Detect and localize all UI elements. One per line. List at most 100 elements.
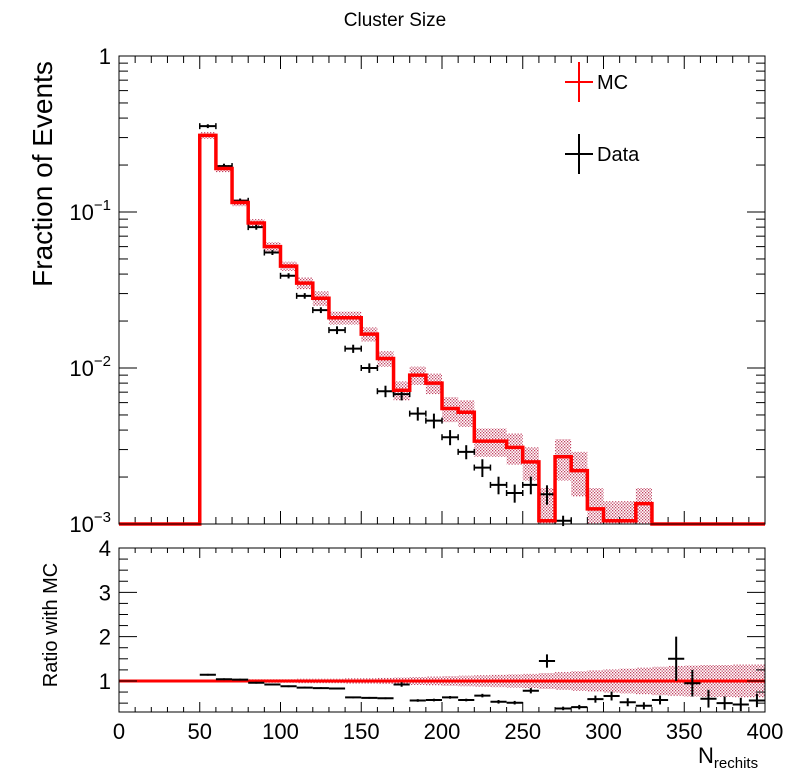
data-point (489, 476, 508, 495)
ratio-panel: 1 2 3 4 0 50 100 150 200 250 300 350 400 Ratio with… (40, 536, 783, 772)
ratio-point (296, 686, 313, 689)
data-point (295, 292, 314, 299)
ratio-point (215, 678, 233, 681)
y-tick-label-base: 1 (99, 44, 111, 69)
x-tick-label: 200 (424, 719, 461, 744)
ratio-point (538, 654, 556, 668)
y-tick-label: 1 (99, 44, 111, 69)
data-point (376, 385, 395, 398)
chart-title: Cluster Size (344, 10, 446, 31)
ratio-y-tick-label: 1 (99, 669, 111, 694)
ratio-point (506, 700, 523, 705)
ratio-point (635, 702, 652, 710)
ratio-frame (118, 547, 766, 713)
ratio-point (668, 636, 685, 681)
ratio-point (490, 700, 507, 704)
x-tick-label: 250 (504, 719, 541, 744)
x-tick-label: 350 (666, 719, 703, 744)
main-y-axis-label: Fraction of Events (27, 61, 58, 287)
x-axis-label: Nrechits (698, 743, 758, 772)
mc-band-bin (603, 501, 620, 524)
y-tick-label-exponent: −3 (94, 509, 111, 526)
ratio-point (409, 699, 426, 702)
ratio-point (425, 698, 442, 702)
legend: MC Data (565, 62, 640, 174)
x-axis-label-main: N (698, 743, 714, 768)
x-tick-label: 300 (585, 719, 622, 744)
ratio-point (587, 695, 604, 703)
ratio-point (651, 695, 669, 705)
ratio-point (716, 696, 733, 710)
y-tick-label-base: 10 (69, 356, 93, 381)
ratio-point (522, 688, 539, 694)
ratio-y-tick-label: 3 (99, 580, 111, 605)
ratio-point (748, 693, 765, 708)
mc-histogram-line (119, 133, 765, 526)
ratio-point (328, 687, 346, 690)
mc-band-bin (522, 447, 539, 481)
mc-band-bin (571, 451, 588, 497)
legend-label-mc: MC (597, 72, 628, 94)
ratio-point (684, 669, 701, 697)
main-frame (118, 55, 766, 525)
legend-label-data: Data (597, 144, 640, 166)
ratio-point (199, 673, 216, 676)
y-tick-label: 10−2 (69, 353, 111, 381)
mc-uncertainty-band (199, 132, 652, 524)
ratio-point (280, 685, 297, 688)
y-tick-label-exponent: −2 (94, 353, 111, 370)
ratio-point (555, 706, 572, 711)
data-point (328, 326, 346, 335)
y-tick-label-base: 10 (69, 512, 93, 537)
ratio-y-tick-labels: 1 2 3 4 (99, 536, 111, 694)
mc-band-bin (506, 433, 523, 465)
data-point (312, 307, 330, 314)
data-point (505, 484, 524, 503)
y-tick-label-exponent: −1 (94, 197, 111, 214)
ratio-point (700, 689, 717, 708)
ratio-point (377, 697, 394, 700)
y-tick-label: 10−3 (69, 509, 111, 537)
x-tick-label: 400 (747, 719, 784, 744)
ratio-y-tick-label: 2 (99, 625, 111, 650)
ratio-y-axis-label: Ratio with MC (40, 563, 62, 687)
ratio-point (393, 682, 410, 687)
ratio-y-tick-label: 4 (99, 536, 111, 561)
x-axis-label-sub: rechits (714, 755, 758, 772)
y-tick-label-base: 10 (69, 200, 93, 225)
legend-entry-data: Data (565, 134, 640, 174)
ratio-point (474, 693, 491, 698)
ratio-point (442, 696, 459, 699)
data-point (425, 413, 443, 429)
x-tick-label: 150 (343, 719, 380, 744)
ratio-point (603, 691, 620, 701)
ratio-point (248, 681, 265, 684)
x-tick-label: 0 (113, 719, 125, 744)
ratio-point (732, 697, 749, 712)
data-point (441, 430, 459, 446)
x-tick-labels: 0 50 100 150 200 250 300 350 400 (113, 719, 783, 744)
ratio-uncertainty-band (199, 664, 765, 698)
data-point (554, 515, 572, 527)
main-y-tick-labels: 110−110−210−3 (69, 44, 111, 537)
ratio-point (345, 696, 362, 699)
mc-band-bin (555, 439, 572, 481)
y-tick-label: 10−1 (69, 197, 111, 225)
mc-band-bin (619, 501, 636, 524)
data-point (344, 344, 362, 353)
x-tick-label: 50 (188, 719, 212, 744)
ratio-point (232, 678, 249, 681)
data-point (473, 459, 492, 478)
data-point (408, 407, 427, 421)
data-point (279, 272, 298, 279)
main-panel: 110−110−210−3 Fraction of Events MC Data (27, 44, 766, 537)
mc-band-bin (587, 488, 604, 524)
data-series (199, 123, 572, 527)
data-point (360, 363, 379, 373)
ratio-point (312, 687, 329, 690)
x-tick-label: 100 (262, 719, 299, 744)
mc-band-bin (635, 488, 652, 524)
data-point (199, 123, 217, 130)
legend-entry-mc: MC (565, 62, 628, 102)
